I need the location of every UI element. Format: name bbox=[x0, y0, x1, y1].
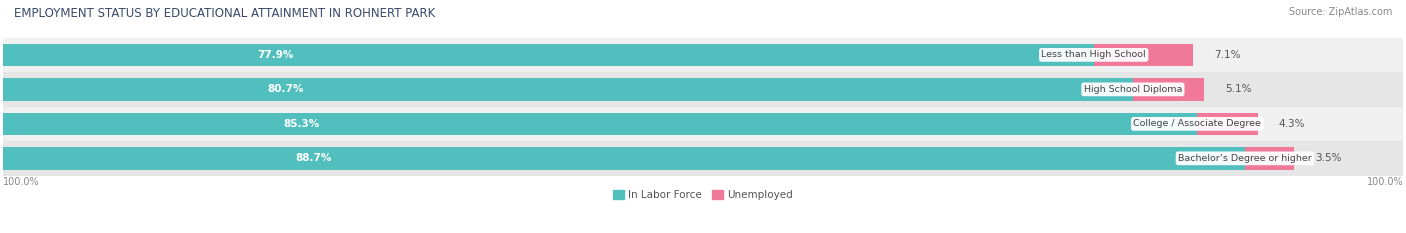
Bar bbox=[3, 141, 1403, 176]
Text: 80.7%: 80.7% bbox=[267, 84, 304, 94]
Text: 77.9%: 77.9% bbox=[257, 50, 294, 60]
Bar bbox=[3, 72, 1403, 107]
Text: College / Associate Degree: College / Associate Degree bbox=[1133, 119, 1261, 128]
Text: 85.3%: 85.3% bbox=[283, 119, 319, 129]
Bar bbox=[1133, 78, 1205, 101]
Text: 100.0%: 100.0% bbox=[1367, 177, 1403, 187]
Text: EMPLOYMENT STATUS BY EDUCATIONAL ATTAINMENT IN ROHNERT PARK: EMPLOYMENT STATUS BY EDUCATIONAL ATTAINM… bbox=[14, 7, 436, 20]
Text: 100.0%: 100.0% bbox=[3, 177, 39, 187]
Text: 5.1%: 5.1% bbox=[1226, 84, 1251, 94]
Bar bbox=[3, 44, 1094, 66]
Text: 3.5%: 3.5% bbox=[1315, 153, 1341, 163]
Bar bbox=[3, 38, 1403, 72]
Bar bbox=[3, 107, 1403, 141]
Bar bbox=[3, 147, 1244, 170]
Text: Bachelor’s Degree or higher: Bachelor’s Degree or higher bbox=[1178, 154, 1312, 163]
Bar bbox=[1198, 113, 1257, 135]
Bar bbox=[3, 78, 1133, 101]
Bar bbox=[3, 113, 1198, 135]
Text: Source: ZipAtlas.com: Source: ZipAtlas.com bbox=[1288, 7, 1392, 17]
Legend: In Labor Force, Unemployed: In Labor Force, Unemployed bbox=[609, 186, 797, 204]
Text: High School Diploma: High School Diploma bbox=[1084, 85, 1182, 94]
Text: 4.3%: 4.3% bbox=[1278, 119, 1305, 129]
Text: 7.1%: 7.1% bbox=[1215, 50, 1240, 60]
Bar bbox=[1094, 44, 1194, 66]
Bar bbox=[1244, 147, 1294, 170]
Text: 88.7%: 88.7% bbox=[295, 153, 332, 163]
Text: Less than High School: Less than High School bbox=[1042, 50, 1146, 59]
